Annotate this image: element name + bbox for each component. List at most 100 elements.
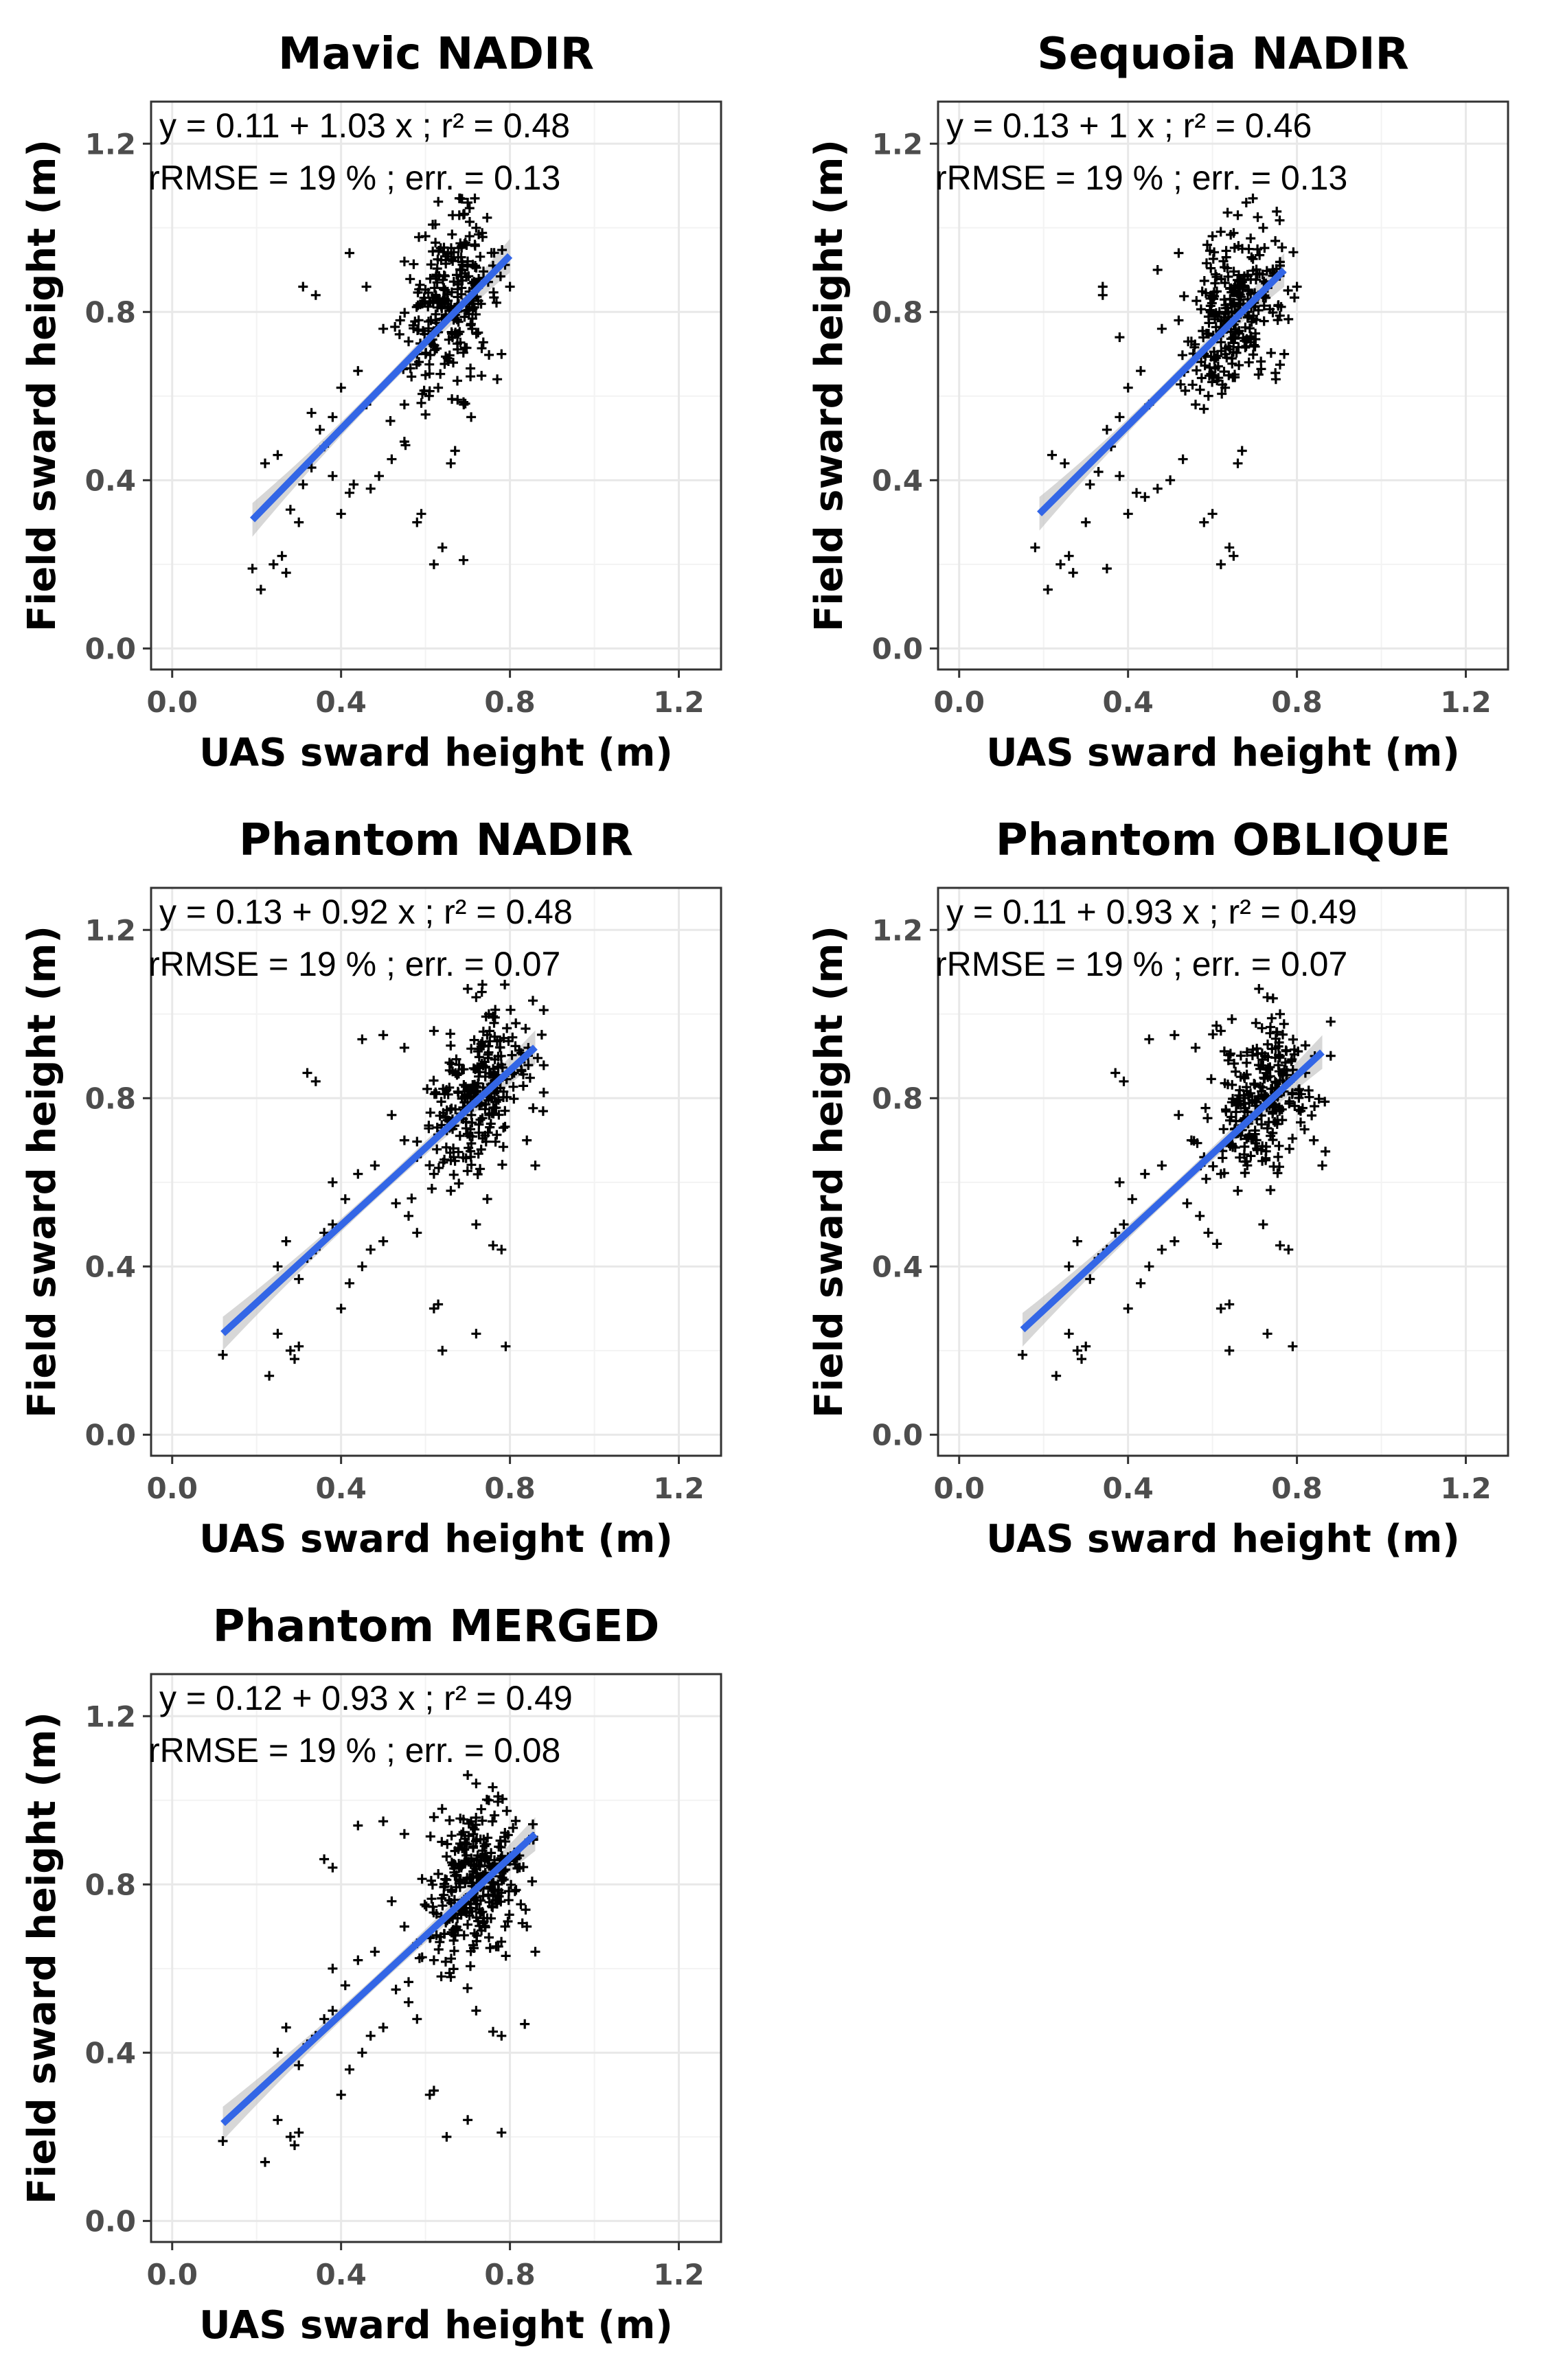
data-point [414, 357, 424, 367]
data-point [453, 252, 464, 262]
x-tick-label: 0.8 [1271, 1472, 1322, 1505]
data-point [459, 1080, 469, 1090]
data-point [1200, 1103, 1211, 1113]
data-point [431, 219, 440, 229]
data-point [1224, 542, 1235, 553]
data-point [447, 229, 457, 240]
chart-title: Phantom NADIR [239, 815, 633, 866]
data-point [1292, 282, 1302, 292]
data-point [496, 2127, 507, 2138]
charts-root: 0.0 0.4 0.8 1.2 0.0 0.4 0.8 1.2 y = 0.11 + 1.03 … [20, 29, 1509, 2348]
data-point [451, 1921, 461, 1932]
data-point [1266, 348, 1276, 358]
data-point [1132, 488, 1141, 498]
data-point [500, 1828, 510, 1838]
data-point [497, 1160, 507, 1170]
data-point [1233, 241, 1244, 251]
data-point [501, 1951, 511, 1961]
data-point [466, 412, 477, 422]
data-point [478, 1918, 488, 1928]
data-point [508, 1823, 518, 1833]
data-point [414, 1953, 424, 1963]
data-point [496, 349, 507, 359]
data-point [1249, 1079, 1259, 1089]
data-point [1235, 1130, 1246, 1141]
data-point [466, 371, 476, 382]
data-point [490, 1136, 501, 1147]
data-point [340, 1980, 350, 1991]
data-point [1215, 1026, 1226, 1036]
data-point [1195, 1211, 1205, 1221]
data-point [446, 1954, 456, 1964]
data-point [1115, 412, 1125, 422]
data-point [264, 1371, 275, 1381]
data-point [506, 1879, 516, 1890]
data-point [1207, 231, 1218, 241]
data-point [1257, 1156, 1268, 1166]
data-point [488, 1011, 498, 1022]
data-point [504, 1910, 514, 1920]
data-point [1307, 1110, 1317, 1121]
data-point [485, 1122, 495, 1132]
data-point [1216, 316, 1226, 326]
x-tick-label: 0.0 [934, 1472, 985, 1505]
data-point [482, 1913, 492, 1923]
regression-line [1020, 1049, 1325, 1333]
panel-border [937, 886, 1509, 1457]
panel-background [151, 888, 721, 1456]
chart-panel-4: 0.0 0.4 0.8 1.2 0.0 0.4 0.8 1.2 y = 0.11 + 0.93 … [807, 815, 1509, 1561]
data-point [1240, 1168, 1250, 1178]
data-point [1257, 1048, 1267, 1058]
data-point [495, 271, 505, 282]
equation-text: y = 0.13 + 0.92 x ; r² = 0.48 [159, 893, 573, 931]
chart-title: Mavic NADIR [278, 29, 594, 80]
y-tick-label: 0.4 [85, 464, 136, 497]
data-point [497, 245, 507, 255]
data-point [416, 509, 426, 519]
data-point [1156, 1160, 1167, 1171]
data-point [1208, 1029, 1218, 1040]
data-point [463, 984, 473, 994]
data-point [471, 1329, 481, 1339]
data-point [1246, 317, 1257, 327]
data-point [1257, 269, 1268, 279]
data-point [446, 458, 456, 468]
data-point [1253, 305, 1264, 315]
data-point [218, 2136, 228, 2146]
data-point [1294, 1092, 1304, 1103]
data-point [471, 1220, 481, 1230]
data-point [471, 992, 481, 1003]
y-axis-title: Field sward height (m) [20, 926, 65, 1418]
data-point [1275, 1051, 1285, 1061]
data-point [298, 479, 308, 490]
y-tick-label: 0.4 [872, 464, 923, 497]
data-point [1224, 1345, 1235, 1355]
data-point [1231, 1066, 1241, 1077]
data-point [470, 1836, 481, 1846]
data-point [260, 458, 270, 468]
data-point [455, 1838, 465, 1849]
data-point [412, 2014, 422, 2024]
data-point [449, 1946, 459, 1956]
data-point [378, 1816, 389, 1827]
data-point [1030, 542, 1040, 553]
data-point [1178, 454, 1188, 464]
x-tick-label: 1.2 [1440, 1472, 1491, 1505]
data-point [1265, 304, 1275, 314]
data-point [446, 254, 457, 264]
data-point [1303, 1086, 1314, 1095]
data-point [1140, 492, 1150, 502]
data-point [273, 1329, 283, 1339]
data-point [357, 1261, 367, 1272]
x-tick-label: 0.0 [934, 685, 985, 719]
data-point [319, 1854, 330, 1864]
data-point [466, 363, 476, 374]
x-tick-label: 0.8 [484, 685, 535, 719]
data-point [1064, 1261, 1074, 1272]
data-point [1254, 984, 1264, 994]
data-point [294, 2060, 304, 2070]
data-point [453, 1147, 464, 1157]
data-point [1264, 1064, 1274, 1075]
data-point [472, 1169, 483, 1180]
